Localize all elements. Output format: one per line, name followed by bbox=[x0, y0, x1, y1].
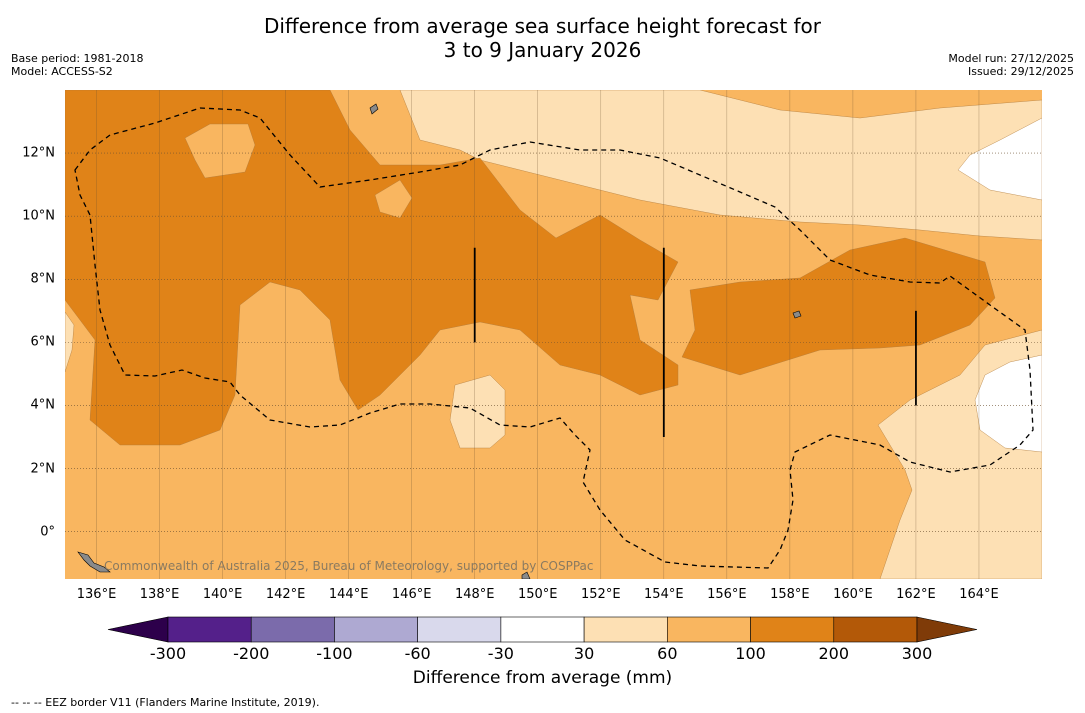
x-tick-label: 146°E bbox=[391, 587, 432, 602]
field-60-100-patch-a bbox=[184, 123, 256, 179]
copyright-text: Commonwealth of Australia 2025, Bureau o… bbox=[104, 559, 594, 573]
colorbar-tick-label: 60 bbox=[657, 644, 678, 663]
base-period: Base period: 1981-2018 bbox=[11, 52, 144, 65]
field-30-60-center bbox=[449, 374, 506, 449]
title-line-1: Difference from average sea surface heig… bbox=[263, 14, 822, 38]
colorbar-tick-label: 300 bbox=[901, 644, 933, 663]
y-tick-label: 4°N bbox=[30, 397, 56, 413]
island-solomon bbox=[77, 551, 111, 573]
x-tick-label: 160°E bbox=[833, 587, 873, 602]
colorbar-tick-label: -300 bbox=[149, 644, 187, 663]
field-neutral-southeast bbox=[974, 354, 1042, 453]
title-line-2: 3 to 9 January 2026 bbox=[443, 38, 642, 62]
colorbar-tick-label: -60 bbox=[404, 644, 431, 663]
y-tick-label: 12°N bbox=[22, 145, 55, 161]
chart-title: Difference from average sea surface heig… bbox=[0, 14, 1085, 62]
gridlines bbox=[65, 90, 1042, 579]
x-tick-label: 142°E bbox=[265, 587, 306, 602]
field-30-60-north bbox=[399, 90, 1042, 241]
colorbar-segment-2 bbox=[250, 616, 335, 643]
y-tick-label: 0° bbox=[40, 524, 55, 540]
meta-left: Base period: 1981-2018 Model: ACCESS-S2 bbox=[11, 52, 143, 78]
island-east bbox=[792, 310, 802, 319]
colorbar-extend-low bbox=[107, 616, 169, 643]
x-tick-label: 150°E bbox=[517, 587, 558, 602]
issued-date: Issued: 29/12/2025 bbox=[967, 65, 1074, 78]
meta-right: Model run: 27/12/2025 Issued: 29/12/2025 bbox=[948, 52, 1074, 78]
colorbar-tick-label: 30 bbox=[573, 644, 595, 663]
x-tick-label: 136°E bbox=[76, 587, 117, 602]
colorbar-segment-6 bbox=[583, 616, 668, 643]
x-tick-label: 144°E bbox=[328, 587, 369, 602]
field-60-100-patch-b bbox=[374, 179, 413, 219]
x-tick-label: 164°E bbox=[959, 587, 999, 602]
vertical-lines bbox=[473, 247, 917, 438]
y-tick-label: 8°N bbox=[30, 271, 56, 287]
y-tick-label: 2°N bbox=[30, 461, 56, 477]
x-tick-label: 156°E bbox=[707, 587, 747, 602]
field-30-60-west bbox=[65, 311, 75, 373]
model-name: Model: ACCESS-S2 bbox=[11, 65, 113, 78]
map-fields bbox=[65, 90, 1042, 579]
colorbar-segment-9 bbox=[833, 616, 918, 643]
colorbar-segment-8 bbox=[750, 616, 835, 643]
colorbar-tick-label: 100 bbox=[735, 644, 766, 663]
colorbar-tick-label: -200 bbox=[233, 644, 270, 663]
x-tick-label: 158°E bbox=[770, 587, 810, 602]
colorbar-segment-3 bbox=[334, 616, 418, 643]
colorbar-segments bbox=[107, 616, 978, 643]
y-tick-label: 10°N bbox=[22, 208, 55, 224]
island-north bbox=[369, 103, 379, 115]
eez-border-west bbox=[74, 107, 1034, 569]
colorbar-tick-label: 200 bbox=[818, 644, 850, 663]
colorbar-extend-high bbox=[916, 616, 978, 643]
model-run: Model run: 27/12/2025 bbox=[948, 52, 1074, 65]
x-tick-label: 148°E bbox=[454, 587, 495, 602]
y-tick-label: 6°N bbox=[30, 334, 56, 350]
island-south bbox=[521, 571, 531, 579]
x-tick-label: 138°E bbox=[139, 587, 180, 602]
colorbar-segment-7 bbox=[667, 616, 751, 643]
x-tick-label: 162°E bbox=[896, 587, 936, 602]
colorbar-tick-label: -100 bbox=[316, 644, 353, 663]
colorbar-title: Difference from average (mm) bbox=[412, 668, 673, 688]
x-tick-label: 140°E bbox=[202, 587, 243, 602]
colorbar-segment-5 bbox=[500, 616, 585, 643]
eez-legend-footer: -- -- -- EEZ border V11 (Flanders Marine… bbox=[11, 696, 320, 709]
colorbar-segment-1 bbox=[167, 616, 252, 643]
colorbar-segment-4 bbox=[417, 616, 502, 643]
x-tick-label: 154°E bbox=[644, 587, 684, 602]
colorbar-tick-label: -30 bbox=[487, 644, 514, 663]
x-tick-label: 152°E bbox=[581, 587, 621, 602]
